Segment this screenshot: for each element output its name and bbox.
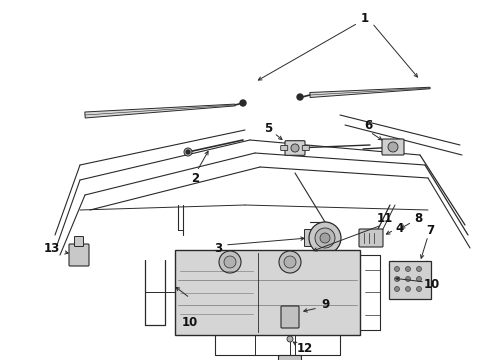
Text: 10: 10 <box>424 279 440 292</box>
Text: 9: 9 <box>321 298 329 311</box>
FancyBboxPatch shape <box>281 306 299 328</box>
FancyBboxPatch shape <box>359 229 383 247</box>
Bar <box>175 250 360 335</box>
FancyBboxPatch shape <box>281 145 288 150</box>
Text: 13: 13 <box>44 242 60 255</box>
Polygon shape <box>85 104 235 118</box>
Circle shape <box>394 266 399 271</box>
Circle shape <box>416 266 421 271</box>
FancyBboxPatch shape <box>302 145 309 150</box>
Circle shape <box>284 256 296 268</box>
Text: 8: 8 <box>414 212 422 225</box>
Circle shape <box>291 144 299 152</box>
FancyBboxPatch shape <box>304 230 316 247</box>
Circle shape <box>287 336 293 342</box>
Text: 5: 5 <box>264 122 272 135</box>
FancyBboxPatch shape <box>382 139 404 155</box>
Circle shape <box>309 222 341 254</box>
Text: 12: 12 <box>297 342 313 355</box>
Text: 10: 10 <box>182 315 198 328</box>
Text: 7: 7 <box>426 224 434 237</box>
FancyBboxPatch shape <box>285 141 305 155</box>
Circle shape <box>406 287 411 292</box>
Text: 11: 11 <box>377 212 393 225</box>
Text: 4: 4 <box>396 221 404 234</box>
Text: 1: 1 <box>361 12 369 24</box>
Circle shape <box>416 276 421 282</box>
Circle shape <box>394 287 399 292</box>
Circle shape <box>406 266 411 271</box>
Circle shape <box>406 276 411 282</box>
Text: 2: 2 <box>191 171 199 185</box>
Circle shape <box>184 148 192 156</box>
Circle shape <box>186 150 190 154</box>
Circle shape <box>320 233 330 243</box>
Bar <box>389 261 431 299</box>
Circle shape <box>388 142 398 152</box>
Circle shape <box>315 228 335 248</box>
Circle shape <box>240 100 246 106</box>
Circle shape <box>224 256 236 268</box>
Circle shape <box>394 276 399 282</box>
Circle shape <box>416 287 421 292</box>
Text: 6: 6 <box>364 118 372 131</box>
FancyBboxPatch shape <box>69 244 89 266</box>
Circle shape <box>279 251 301 273</box>
Circle shape <box>297 94 303 100</box>
FancyBboxPatch shape <box>74 237 83 247</box>
Circle shape <box>219 251 241 273</box>
Text: 3: 3 <box>214 242 222 255</box>
Polygon shape <box>310 87 430 98</box>
FancyBboxPatch shape <box>278 356 301 360</box>
